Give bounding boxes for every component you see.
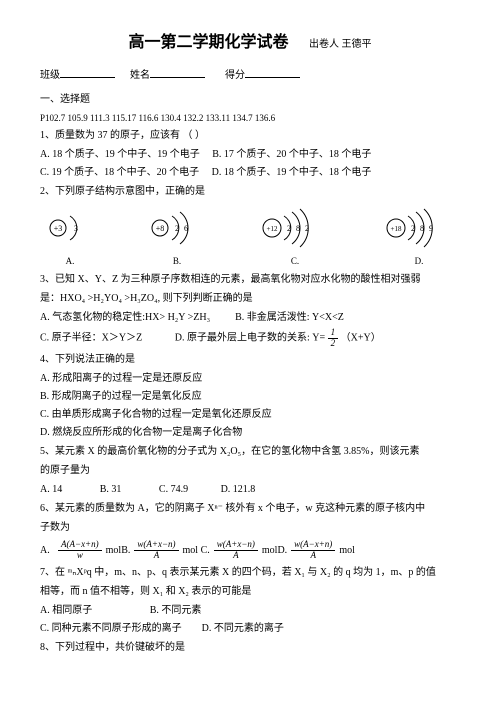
q1-A: A. 18 个质子、19 个中子、19 个电子 [40,149,200,160]
info-line: 班级 姓名 得分 [40,66,460,84]
q6-C-suf: molD. [262,543,287,559]
q3-row1: A. 气态氢化物的稳定性:HX> H₂Y >ZH₃ B. 非金属活泼性: Y<X… [40,310,460,326]
q1-B: B. 17 个质子、20 个中子、18 个电子 [212,149,371,160]
name-blank [150,66,205,78]
shell-A-0: 3 [74,224,78,233]
q3-l1: 3、已知 X、Y、Z 为三种原子序数相连的元素，最高氧化物对应水化物的酸性相对强… [40,272,460,288]
q8: 8、下列过程中，共价键破坏的是 [40,640,460,656]
q7-l2: 相等，而 n 值不相等，则 X₁ 和 X₂ 表示的可能是 [40,584,460,600]
score-label: 得分 [225,70,245,81]
q6-A-lab: A. [40,543,54,559]
q6-D-frac: w(A−x+n) A [291,540,335,561]
q6-formulas: A. A(A−x+n) w molB. w(A+x−n) A mol C. w(… [40,540,460,561]
q5-opts: A. 14 B. 31 C. 74.9 D. 121.8 [40,482,460,498]
q7-D: D. 不同元素的离子 [202,623,284,634]
q6-D-suf: mol [339,543,355,559]
p-line: P102.7 105.9 111.3 115.17 116.6 130.4 13… [40,111,460,125]
q7-row1: A. 相同原子 B. 不同元素 [40,603,460,619]
q7-row2: C. 同种元素不同原子形成的离子 D. 不同元素的离子 [40,621,460,637]
q5-A: A. 14 [40,484,62,495]
q3-D-post: （X+Y） [341,333,381,344]
label-B: B. [173,254,181,268]
core-A: +3 [54,224,63,233]
shell-B-0: 2 [175,224,179,233]
q5-l2: 的原子量为 [40,463,460,479]
page-title: 高一第二学期化学试卷 [128,34,288,51]
shell-D-2: 9 [429,224,433,233]
q6-l1: 6、某元素的质量数为 A，它的阴离子 Xⁿ⁻ 核外有 x 个电子，w 克这种元素… [40,501,460,517]
atom-A-svg: +3 3 [40,206,100,250]
core-D: +18 [391,225,402,233]
title-row: 高一第二学期化学试卷 出卷人 王德平 [40,30,460,56]
q1-row2: C. 19 个质子、18 个中子、20 个电子 D. 18 个质子、19 个中子… [40,165,460,181]
core-C: +12 [267,225,278,233]
core-B: +8 [156,224,165,233]
q6-l2: 子数为 [40,520,460,536]
q7-B: B. 不同元素 [150,605,202,616]
class-label: 班级 [40,70,60,81]
q2-stem: 2、下列原子结构示意图中，正确的是 [40,184,460,200]
q6-C-frac: w(A+x−n) A [214,540,258,561]
q3-C: C. 原子半径：X＞Y＞Z [40,333,142,344]
atom-C-svg: +12 2 8 2 [254,206,336,250]
q5-B: B. 31 [100,484,122,495]
label-D: D. [415,254,424,268]
shell-C-1: 8 [296,224,300,233]
label-A: A. [66,254,75,268]
q7-A: A. 相同原子 [40,605,92,616]
q6-C-den: A [214,551,258,561]
q6-A-suf: molB. [106,543,131,559]
q1-D: D. 18 个质子、19 个中子、18 个电子 [212,167,372,178]
shell-B-1: 6 [184,224,188,233]
q6-B-den: A [134,551,178,561]
q2-diagram-C: +12 2 8 2 C. [254,206,336,268]
shell-C-0: 2 [287,224,291,233]
q3-B: B. 非金属活泼性: Y<X<Z [235,312,344,323]
q1-C: C. 19 个质子、18 个中子、20 个电子 [40,167,199,178]
q2-diagrams: +3 3 A. +8 2 6 B. +12 2 8 2 C. [40,206,460,268]
q6-D-den: A [291,551,335,561]
q5-l1: 5、某元素 X 的最高价氧化物的分子式为 X₂O₅，在它的氢化物中含氢 3.85… [40,444,460,460]
q2-diagram-B: +8 2 6 B. [142,206,212,268]
q3-l2: 是：HXO₄ >H₂YO₄ >H₃ZO₄, 则下列判断正确的是 [40,291,460,307]
q4-stem: 4、下列说法正确的是 [40,352,460,368]
shell-D-0: 2 [411,224,415,233]
author: 出卷人 王德平 [309,39,372,50]
q4-C: C. 由单质形成离子化合物的过程一定是氧化还原反应 [40,407,460,423]
q4-A: A. 形成阳离子的过程一定是还原反应 [40,371,460,387]
shell-D-1: 8 [420,224,424,233]
q7-l1: 7、在 ᵐₙXᵖq 中，m、n、p、q 表示某元素 X 的四个码，若 X₁ 与 … [40,565,460,581]
q2-diagram-D: +18 2 8 9 D. [378,206,460,268]
q1-row1: A. 18 个质子、19 个中子、19 个电子 B. 17 个质子、20 个中子… [40,147,460,163]
q4-B: B. 形成阴离子的过程一定是氧化反应 [40,389,460,405]
class-blank [60,66,115,78]
atom-D-svg: +18 2 8 9 [378,206,460,250]
q2-diagram-A: +3 3 A. [40,206,100,268]
q6-B-suf: mol C. [183,543,210,559]
q3-D-pre: D. 原子最外层上电子数的关系: Y= [175,333,325,344]
shell-C-2: 2 [305,224,309,233]
label-C: C. [291,254,299,268]
q7-C: C. 同种元素不同原子形成的离子 [40,623,182,634]
q6-A-den: w [58,551,102,561]
q3-D-frac: 1 2 [328,328,339,349]
q4-D: D. 燃烧反应所形成的化合物一定是离子化合物 [40,425,460,441]
q5-C: C. 74.9 [159,484,188,495]
q3-row2: C. 原子半径：X＞Y＞Z D. 原子最外层上电子数的关系: Y= 1 2 （X… [40,328,460,349]
section-1-heading: 一、选择题 [40,92,460,108]
q6-A-frac: A(A−x+n) w [58,540,102,561]
q3-frac-den: 2 [328,339,339,349]
score-blank [245,66,300,78]
q3-A: A. 气态氢化物的稳定性:HX> H₂Y >ZH₃ [40,312,210,323]
q1-stem: 1、质量数为 37 的原子，应该有 （ ） [40,128,460,144]
q6-B-frac: w(A+x−n) A [134,540,178,561]
q5-D: D. 121.8 [221,484,256,495]
atom-B-svg: +8 2 6 [142,206,212,250]
name-label: 姓名 [130,70,150,81]
